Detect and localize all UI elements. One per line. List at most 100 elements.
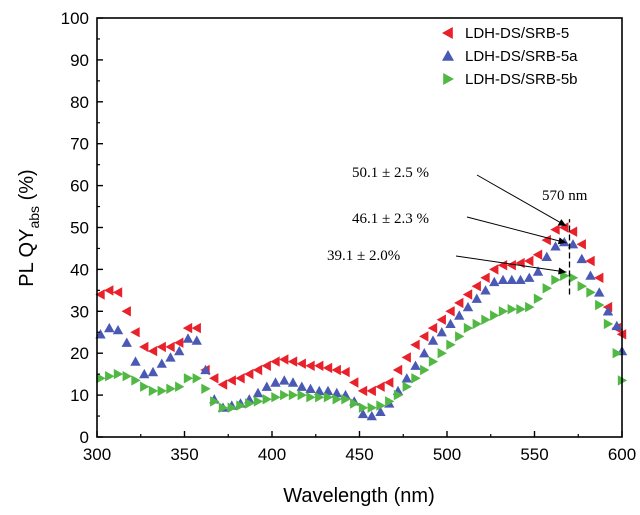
- wavelength-annotation: 570 nm: [542, 188, 588, 204]
- series-1-point: [95, 289, 105, 300]
- y-tick-label: 60: [70, 177, 89, 196]
- series-2-point: [401, 373, 412, 383]
- series-3-point: [516, 304, 526, 315]
- series-2-point: [366, 410, 377, 421]
- annotation-label: 39.1 ± 2.0%: [327, 248, 400, 264]
- series-2-point: [270, 377, 281, 387]
- x-axis-label: Wavelength (nm): [283, 485, 435, 507]
- series-3-point: [463, 322, 474, 334]
- series-1-point: [287, 356, 298, 367]
- series-3-point: [96, 373, 106, 384]
- series-1-point: [445, 306, 455, 317]
- series-3-point: [411, 373, 421, 384]
- series-3-point: [175, 381, 185, 392]
- series-1-point: [296, 358, 306, 369]
- series-1-point: [357, 385, 368, 397]
- series-1-point: [191, 322, 201, 334]
- series-3-point: [358, 402, 369, 413]
- series-3-point: [586, 287, 596, 298]
- series-3-point: [595, 299, 605, 311]
- series-3-point: [183, 373, 194, 384]
- series-1-point: [576, 239, 586, 250]
- series-3-point: [201, 383, 211, 394]
- series-3-point: [455, 331, 465, 342]
- series-1-point: [235, 373, 245, 384]
- series-2-point: [611, 320, 622, 331]
- series-3-point: [612, 348, 622, 359]
- series-1-point: [165, 341, 175, 353]
- series-1-point: [182, 322, 193, 334]
- series-2-point: [121, 337, 132, 347]
- series-1-point: [121, 306, 131, 317]
- y-axis-label-sub: abs: [26, 206, 42, 229]
- series-2-point: [410, 360, 421, 370]
- series-1-point: [532, 249, 543, 260]
- series-3-point: [533, 293, 544, 304]
- x-tick-label: 500: [433, 445, 461, 464]
- series-3-point: [350, 398, 360, 409]
- series-3-point: [446, 339, 456, 350]
- annotation-arrowhead: [557, 219, 567, 227]
- series-1-point: [375, 381, 385, 392]
- series-2-point: [602, 306, 614, 316]
- series-1-point: [174, 337, 184, 348]
- y-axis-label-unit: (%): [16, 169, 38, 206]
- series-1-point: [541, 234, 551, 246]
- series-2-point: [252, 387, 264, 398]
- y-tick-label: 100: [61, 9, 89, 28]
- series-2-point: [550, 241, 561, 251]
- annotation-arrow: [455, 255, 567, 273]
- y-tick-label: 20: [70, 344, 89, 363]
- series-1-point: [366, 385, 376, 397]
- annotation-arrow: [466, 216, 567, 244]
- series-1-point: [261, 360, 271, 371]
- series-1-point: [480, 272, 490, 283]
- series-3-point: [341, 394, 351, 405]
- series-1-point: [524, 255, 534, 267]
- series-2-point: [174, 345, 185, 356]
- series-1-point: [559, 222, 569, 233]
- series-2-point: [200, 364, 211, 375]
- series-1-point: [471, 281, 481, 292]
- series-3-point: [428, 356, 439, 367]
- series-3-point: [148, 385, 159, 397]
- legend-marker: [442, 50, 454, 61]
- legend-label: LDH-DS/SRB-5: [465, 25, 569, 42]
- series-2-point: [462, 301, 474, 312]
- series-1-point: [270, 356, 280, 367]
- series-1-point: [217, 379, 228, 390]
- y-tick-label: 70: [70, 135, 89, 154]
- series-3-point: [498, 306, 509, 317]
- series-3-point: [577, 281, 587, 292]
- series-2-point: [296, 381, 307, 391]
- series-3-point: [490, 310, 500, 321]
- series-2-point: [156, 358, 167, 368]
- x-tick-label: 600: [608, 445, 636, 464]
- series-1-point: [567, 226, 578, 237]
- series-3-point: [306, 392, 316, 403]
- series-3-point: [280, 389, 290, 401]
- series-1-point: [314, 360, 324, 371]
- series-2-point: [541, 251, 552, 261]
- y-axis-label-main: PL QY: [16, 229, 38, 287]
- series-2-point: [287, 377, 299, 387]
- series-2-point: [357, 408, 369, 419]
- series-1-point: [462, 289, 473, 300]
- series-1-point: [226, 375, 236, 386]
- series-1-point: [104, 285, 114, 296]
- legend-label: LDH-DS/SRB-5b: [465, 71, 578, 88]
- series-3-point: [288, 389, 299, 401]
- series-1-point: [252, 364, 263, 376]
- y-tick-label: 80: [70, 93, 89, 112]
- y-axis: 0 10 20 30 40 50 60 70 80 90 100: [61, 9, 103, 447]
- series-1-point: [147, 345, 158, 357]
- y-axis-label: PL QYabs (%): [16, 169, 42, 286]
- annotation-label: 50.1 ± 2.5 %: [352, 165, 429, 181]
- series-3-point: [218, 402, 229, 413]
- series-2-point: [576, 253, 587, 264]
- series-2-point: [427, 335, 439, 345]
- series-2-point: [594, 287, 605, 297]
- series-3-point: [402, 381, 412, 392]
- series-3-point: [420, 364, 430, 376]
